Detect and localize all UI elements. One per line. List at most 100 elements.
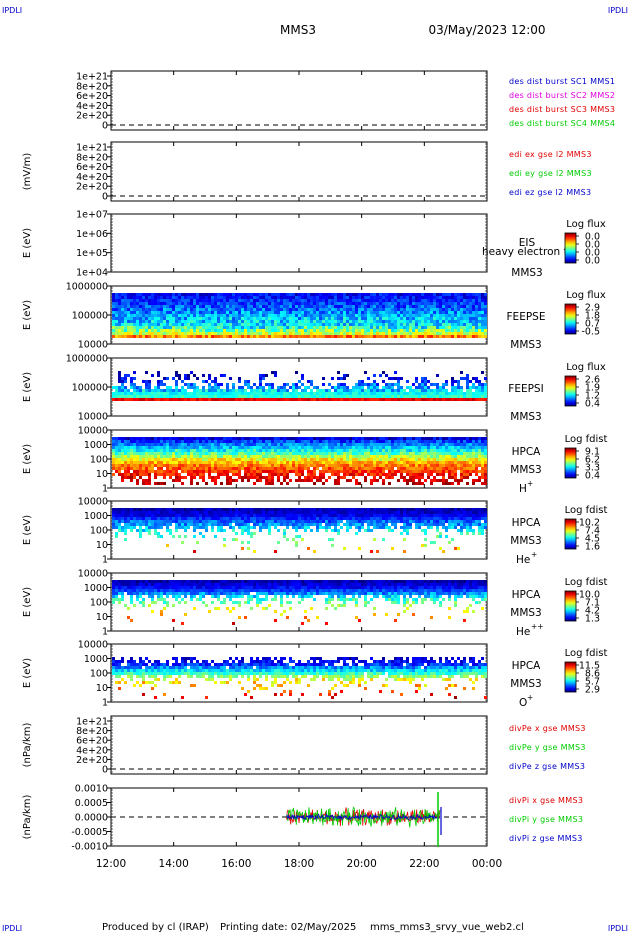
heatmap-cell (205, 326, 208, 329)
heatmap-cell (211, 455, 214, 458)
heatmap-cell (460, 464, 463, 467)
heatmap-cell (268, 392, 271, 395)
heatmap-cell (436, 449, 439, 452)
heatmap-cell (427, 440, 430, 443)
heatmap-cell (466, 302, 469, 305)
heatmap-cell (289, 446, 292, 449)
heatmap-cell (247, 464, 250, 467)
heatmap-cell (340, 461, 343, 464)
heatmap-cell (121, 464, 124, 467)
heatmap-cell (280, 440, 283, 443)
heatmap-cell (478, 389, 481, 392)
heatmap-cell (421, 482, 424, 485)
heatmap-cell (352, 302, 355, 305)
heatmap-cell (217, 329, 220, 332)
heatmap-cell (283, 443, 286, 446)
heatmap-cell (403, 443, 406, 446)
heatmap-cell (478, 455, 481, 458)
heatmap-cell (319, 317, 322, 320)
heatmap-cell (415, 395, 418, 398)
heatmap-cell (394, 335, 397, 338)
heatmap-cell (202, 443, 205, 446)
heatmap-cell (253, 320, 256, 323)
heatmap-cell (145, 371, 148, 374)
heatmap-cell (262, 389, 265, 392)
heatmap-cell (277, 395, 280, 398)
heatmap-cell (202, 380, 205, 383)
heatmap-cell (187, 383, 190, 386)
heatmap-cell (202, 461, 205, 464)
heatmap-cell (217, 386, 220, 389)
heatmap-cell (277, 317, 280, 320)
heatmap-cell (232, 320, 235, 323)
heatmap-cell (217, 449, 220, 452)
heatmap-cell (145, 508, 148, 511)
heatmap-cell (292, 317, 295, 320)
heatmap-cell (388, 377, 391, 380)
heatmap-cell (391, 383, 394, 386)
heatmap-cell (274, 332, 277, 335)
heatmap-cell (355, 449, 358, 452)
heatmap-cell (295, 323, 298, 326)
heatmap-cell (397, 296, 400, 299)
heatmap-cell (466, 398, 469, 401)
heatmap-cell (154, 305, 157, 308)
heatmap-cell (346, 440, 349, 443)
heatmap-cell (307, 296, 310, 299)
heatmap-cell (304, 440, 307, 443)
heatmap-cell (403, 452, 406, 455)
heatmap-cell (190, 392, 193, 395)
heatmap-cell (112, 473, 115, 476)
heatmap-cell (154, 464, 157, 467)
heatmap-cell (181, 464, 184, 467)
heatmap-cell (361, 293, 364, 296)
heatmap-cell (280, 461, 283, 464)
heatmap-cell (274, 446, 277, 449)
heatmap-cell (307, 317, 310, 320)
heatmap-cell (142, 479, 145, 482)
heatmap-cell (127, 452, 130, 455)
heatmap-cell (286, 335, 289, 338)
heatmap-cell (226, 440, 229, 443)
heatmap-cell (475, 452, 478, 455)
heatmap-cell (238, 392, 241, 395)
heatmap-cell (217, 473, 220, 476)
heatmap-cell (430, 293, 433, 296)
heatmap-cell (280, 332, 283, 335)
heatmap-cell (226, 437, 229, 440)
heatmap-cell (451, 293, 454, 296)
heatmap-cell (478, 386, 481, 389)
heatmap-cell (178, 296, 181, 299)
heatmap-cell (442, 317, 445, 320)
heatmap-cell (211, 326, 214, 329)
heatmap-cell (418, 317, 421, 320)
heatmap-cell (412, 455, 415, 458)
heatmap-cell (343, 374, 346, 377)
heatmap-cell (376, 329, 379, 332)
heatmap-cell (208, 329, 211, 332)
heatmap-cell (319, 323, 322, 326)
heatmap-cell (385, 437, 388, 440)
heatmap-cell (364, 452, 367, 455)
heatmap-cell (418, 461, 421, 464)
heatmap-cell (394, 377, 397, 380)
heatmap-cell (253, 455, 256, 458)
heatmap-cell (190, 458, 193, 461)
heatmap-cell (394, 332, 397, 335)
heatmap-cell (115, 335, 118, 338)
heatmap-cell (181, 508, 184, 511)
heatmap-cell (301, 392, 304, 395)
heatmap-cell (463, 326, 466, 329)
heatmap-cell (397, 470, 400, 473)
heatmap-cell (139, 473, 142, 476)
heatmap-cell (214, 455, 217, 458)
heatmap-cell (202, 332, 205, 335)
heatmap-cell (445, 455, 448, 458)
heatmap-cell (319, 293, 322, 296)
heatmap-cell (259, 476, 262, 479)
heatmap-cell (211, 458, 214, 461)
heatmap-cell (241, 452, 244, 455)
heatmap-cell (286, 449, 289, 452)
heatmap-cell (316, 299, 319, 302)
heatmap-cell (391, 392, 394, 395)
